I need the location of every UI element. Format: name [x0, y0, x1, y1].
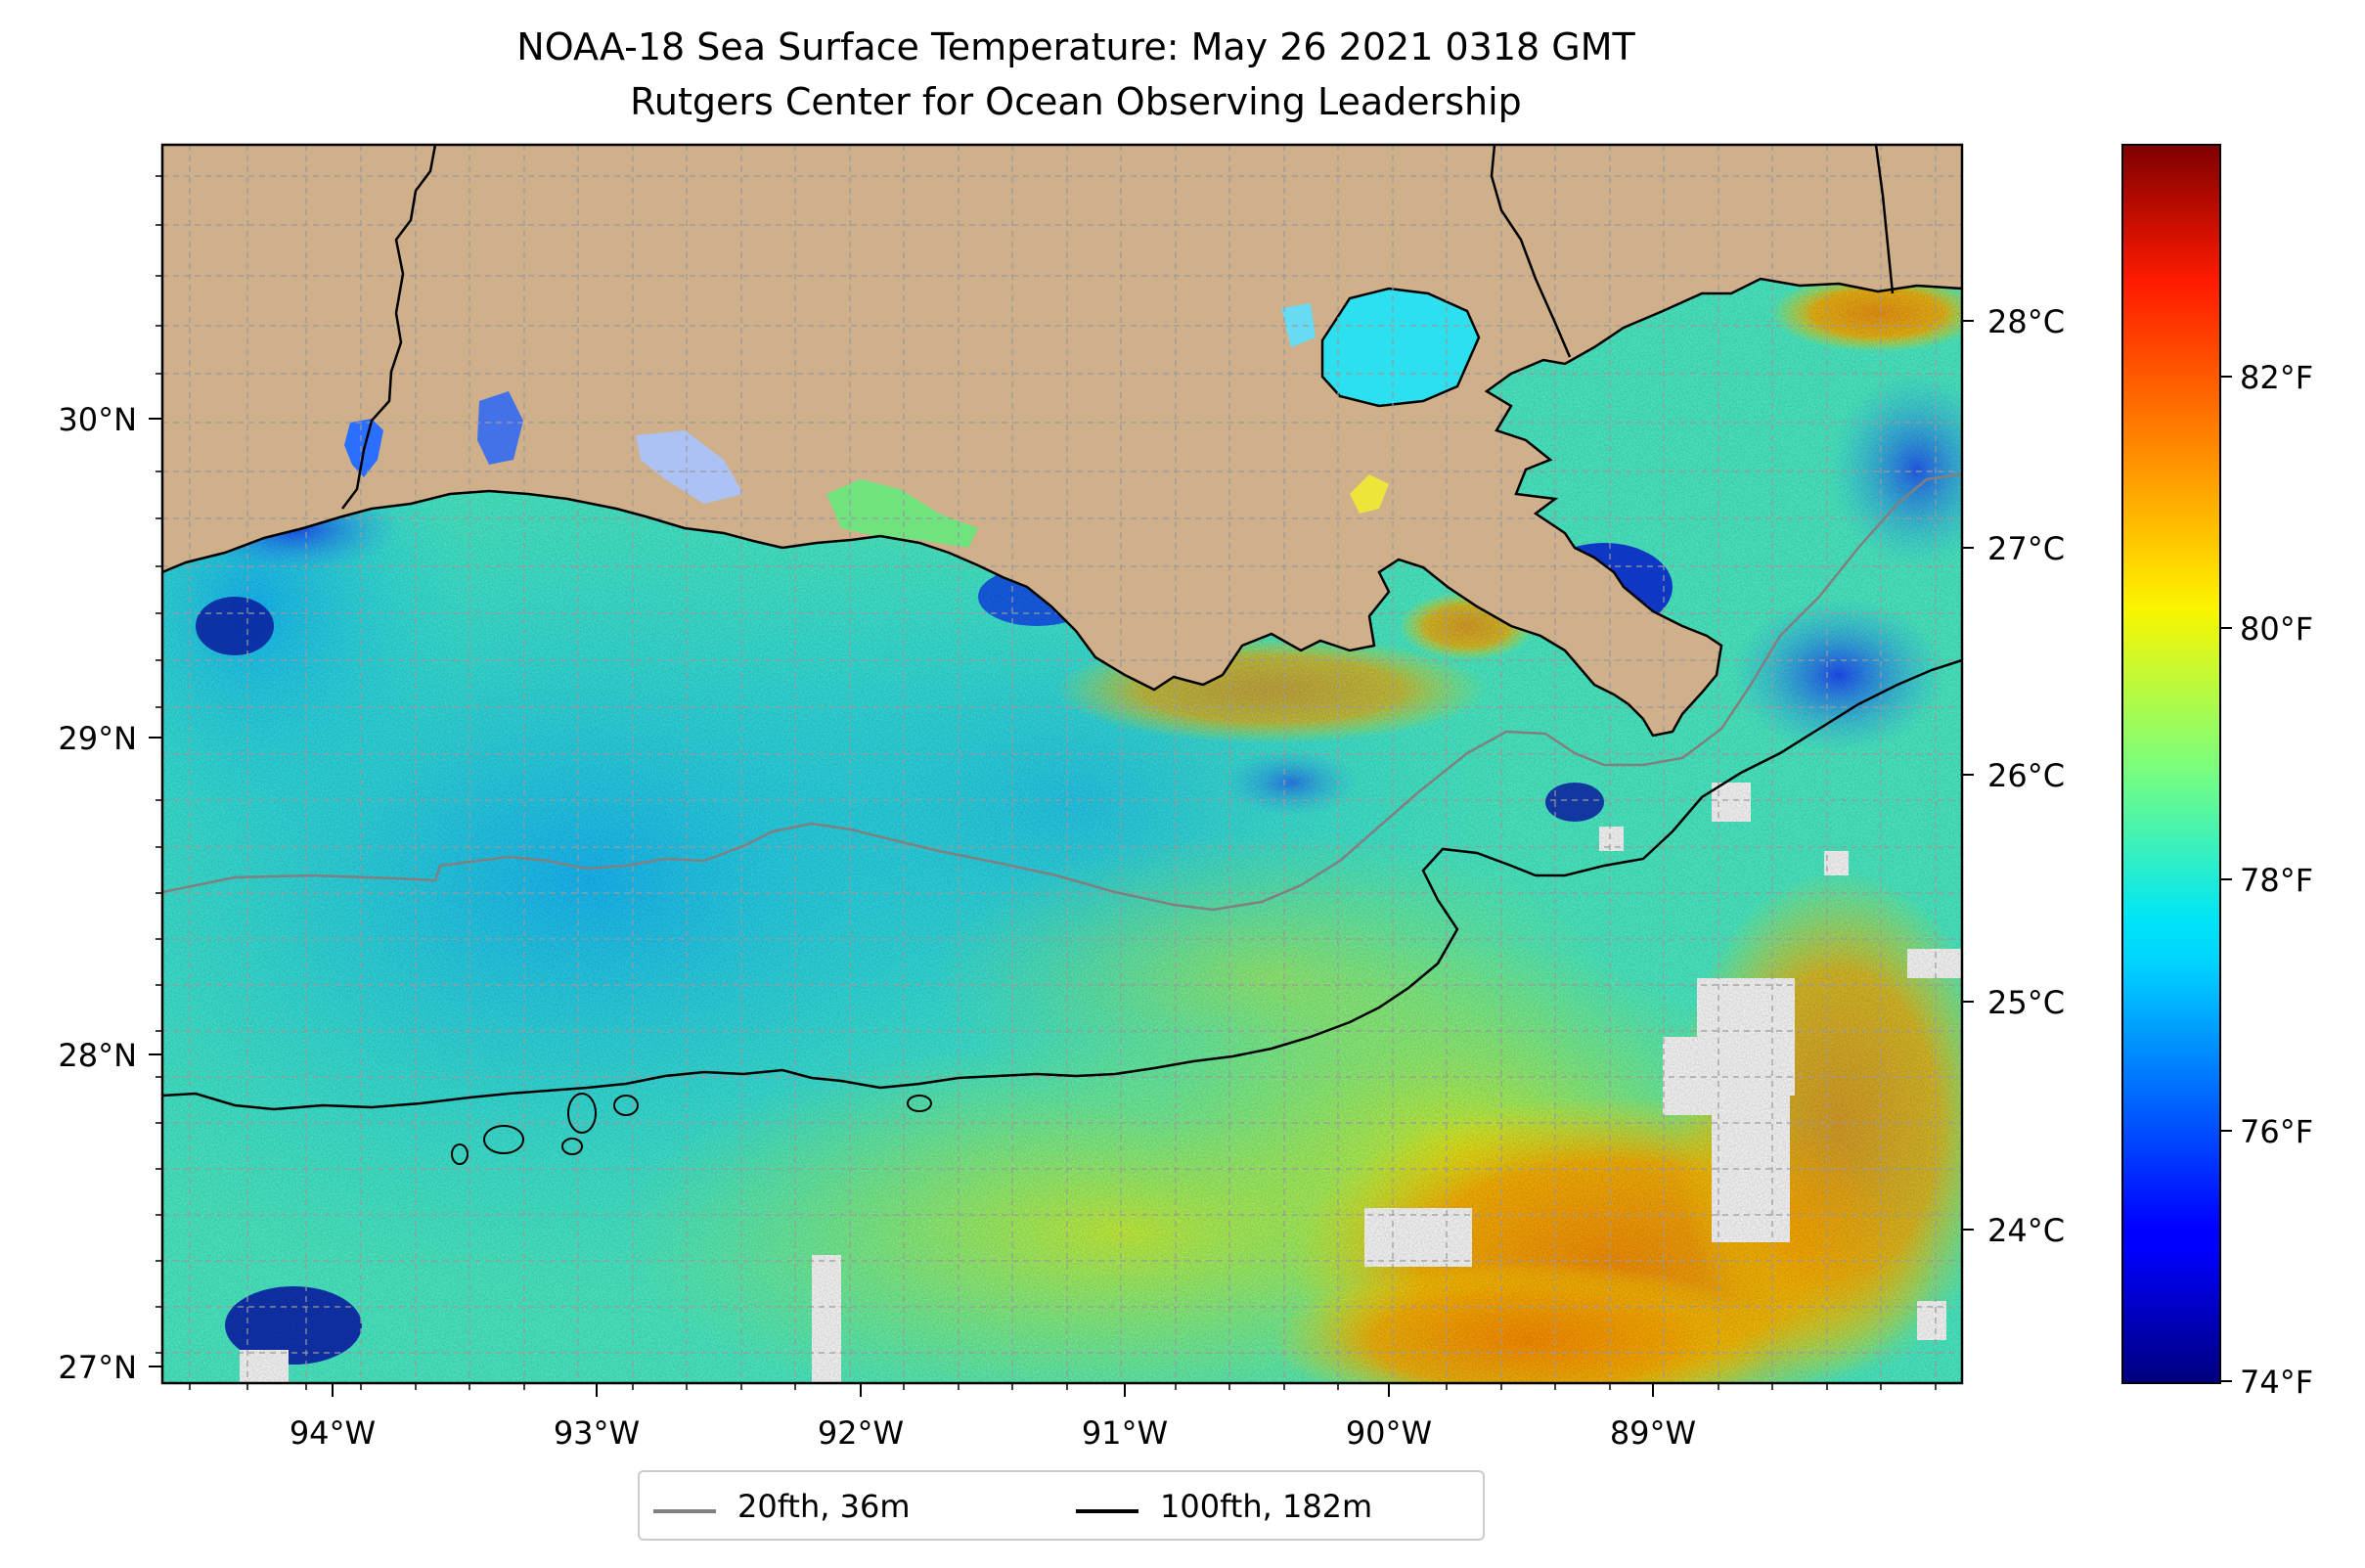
colorbar-celsius-label: 28°C — [1987, 303, 2065, 340]
colorbar-fahrenheit-label: 74°F — [2240, 1364, 2313, 1401]
colorbar-fahrenheit-label: 76°F — [2240, 1113, 2313, 1150]
x-tick-label: 91°W — [1082, 1414, 1168, 1452]
state-border-ms-al — [1874, 145, 1895, 294]
y-tick-label: 27°N — [58, 1349, 137, 1386]
coastline — [162, 277, 1962, 738]
legend-label-20fth: 20fth, 36m — [737, 1488, 911, 1525]
colorbar — [2121, 144, 2221, 1384]
map-frame — [160, 143, 1964, 1385]
lake-bayou — [1281, 303, 1316, 347]
chart-title: NOAA-18 Sea Surface Temperature: May 26 … — [516, 25, 1635, 68]
lake-sabine-marsh — [477, 391, 523, 465]
lake-grand — [1350, 474, 1389, 514]
colorbar-celsius-label: 25°C — [1987, 984, 2065, 1021]
isobath-20fth — [162, 472, 1962, 912]
x-tick-label: 92°W — [818, 1414, 904, 1452]
state-border-tx-la — [341, 145, 437, 510]
x-tick-label: 89°W — [1610, 1414, 1696, 1452]
colorbar-ticks — [2220, 376, 2232, 1382]
colorbar-fahrenheit-label: 78°F — [2240, 862, 2313, 899]
colorbar-fahrenheit-label: 82°F — [2240, 359, 2313, 396]
lake-pontchartrain — [1320, 287, 1481, 408]
colorbar-celsius-label: 27°C — [1987, 530, 2065, 567]
x-tick-label: 90°W — [1346, 1414, 1432, 1452]
lake-vermilion-area — [826, 479, 978, 548]
x-tick-label: 93°W — [554, 1414, 640, 1452]
land-coast — [162, 145, 1962, 736]
y-tick-label: 29°N — [58, 720, 137, 757]
map-panel — [162, 145, 1962, 1383]
legend-swatch-20fth — [653, 1509, 716, 1513]
colorbar-celsius-label: 26°C — [1987, 757, 2065, 794]
colorbar-celsius-label: 24°C — [1987, 1212, 2065, 1249]
axis-minor-ticks — [156, 175, 1937, 1390]
y-tick-label: 28°N — [58, 1037, 137, 1074]
colorbar-fahrenheit-label: 80°F — [2240, 610, 2313, 648]
y-tick-label: 30°N — [58, 401, 137, 438]
isobath-100fth — [162, 658, 1962, 1111]
chart-subtitle: Rutgers Center for Ocean Observing Leade… — [630, 80, 1522, 123]
legend-swatch-100fth — [1076, 1509, 1138, 1513]
legend: 20fth, 36m 100fth, 182m — [638, 1470, 1485, 1541]
seamount-contours — [451, 1093, 932, 1165]
axis-ticks — [149, 320, 1974, 1397]
state-border-la-ms — [1490, 145, 1572, 358]
legend-label-100fth: 100fth, 182m — [1160, 1488, 1373, 1525]
map-grid — [162, 145, 1962, 1383]
lake-marsh-west — [636, 430, 743, 504]
x-tick-label: 94°W — [290, 1414, 376, 1452]
